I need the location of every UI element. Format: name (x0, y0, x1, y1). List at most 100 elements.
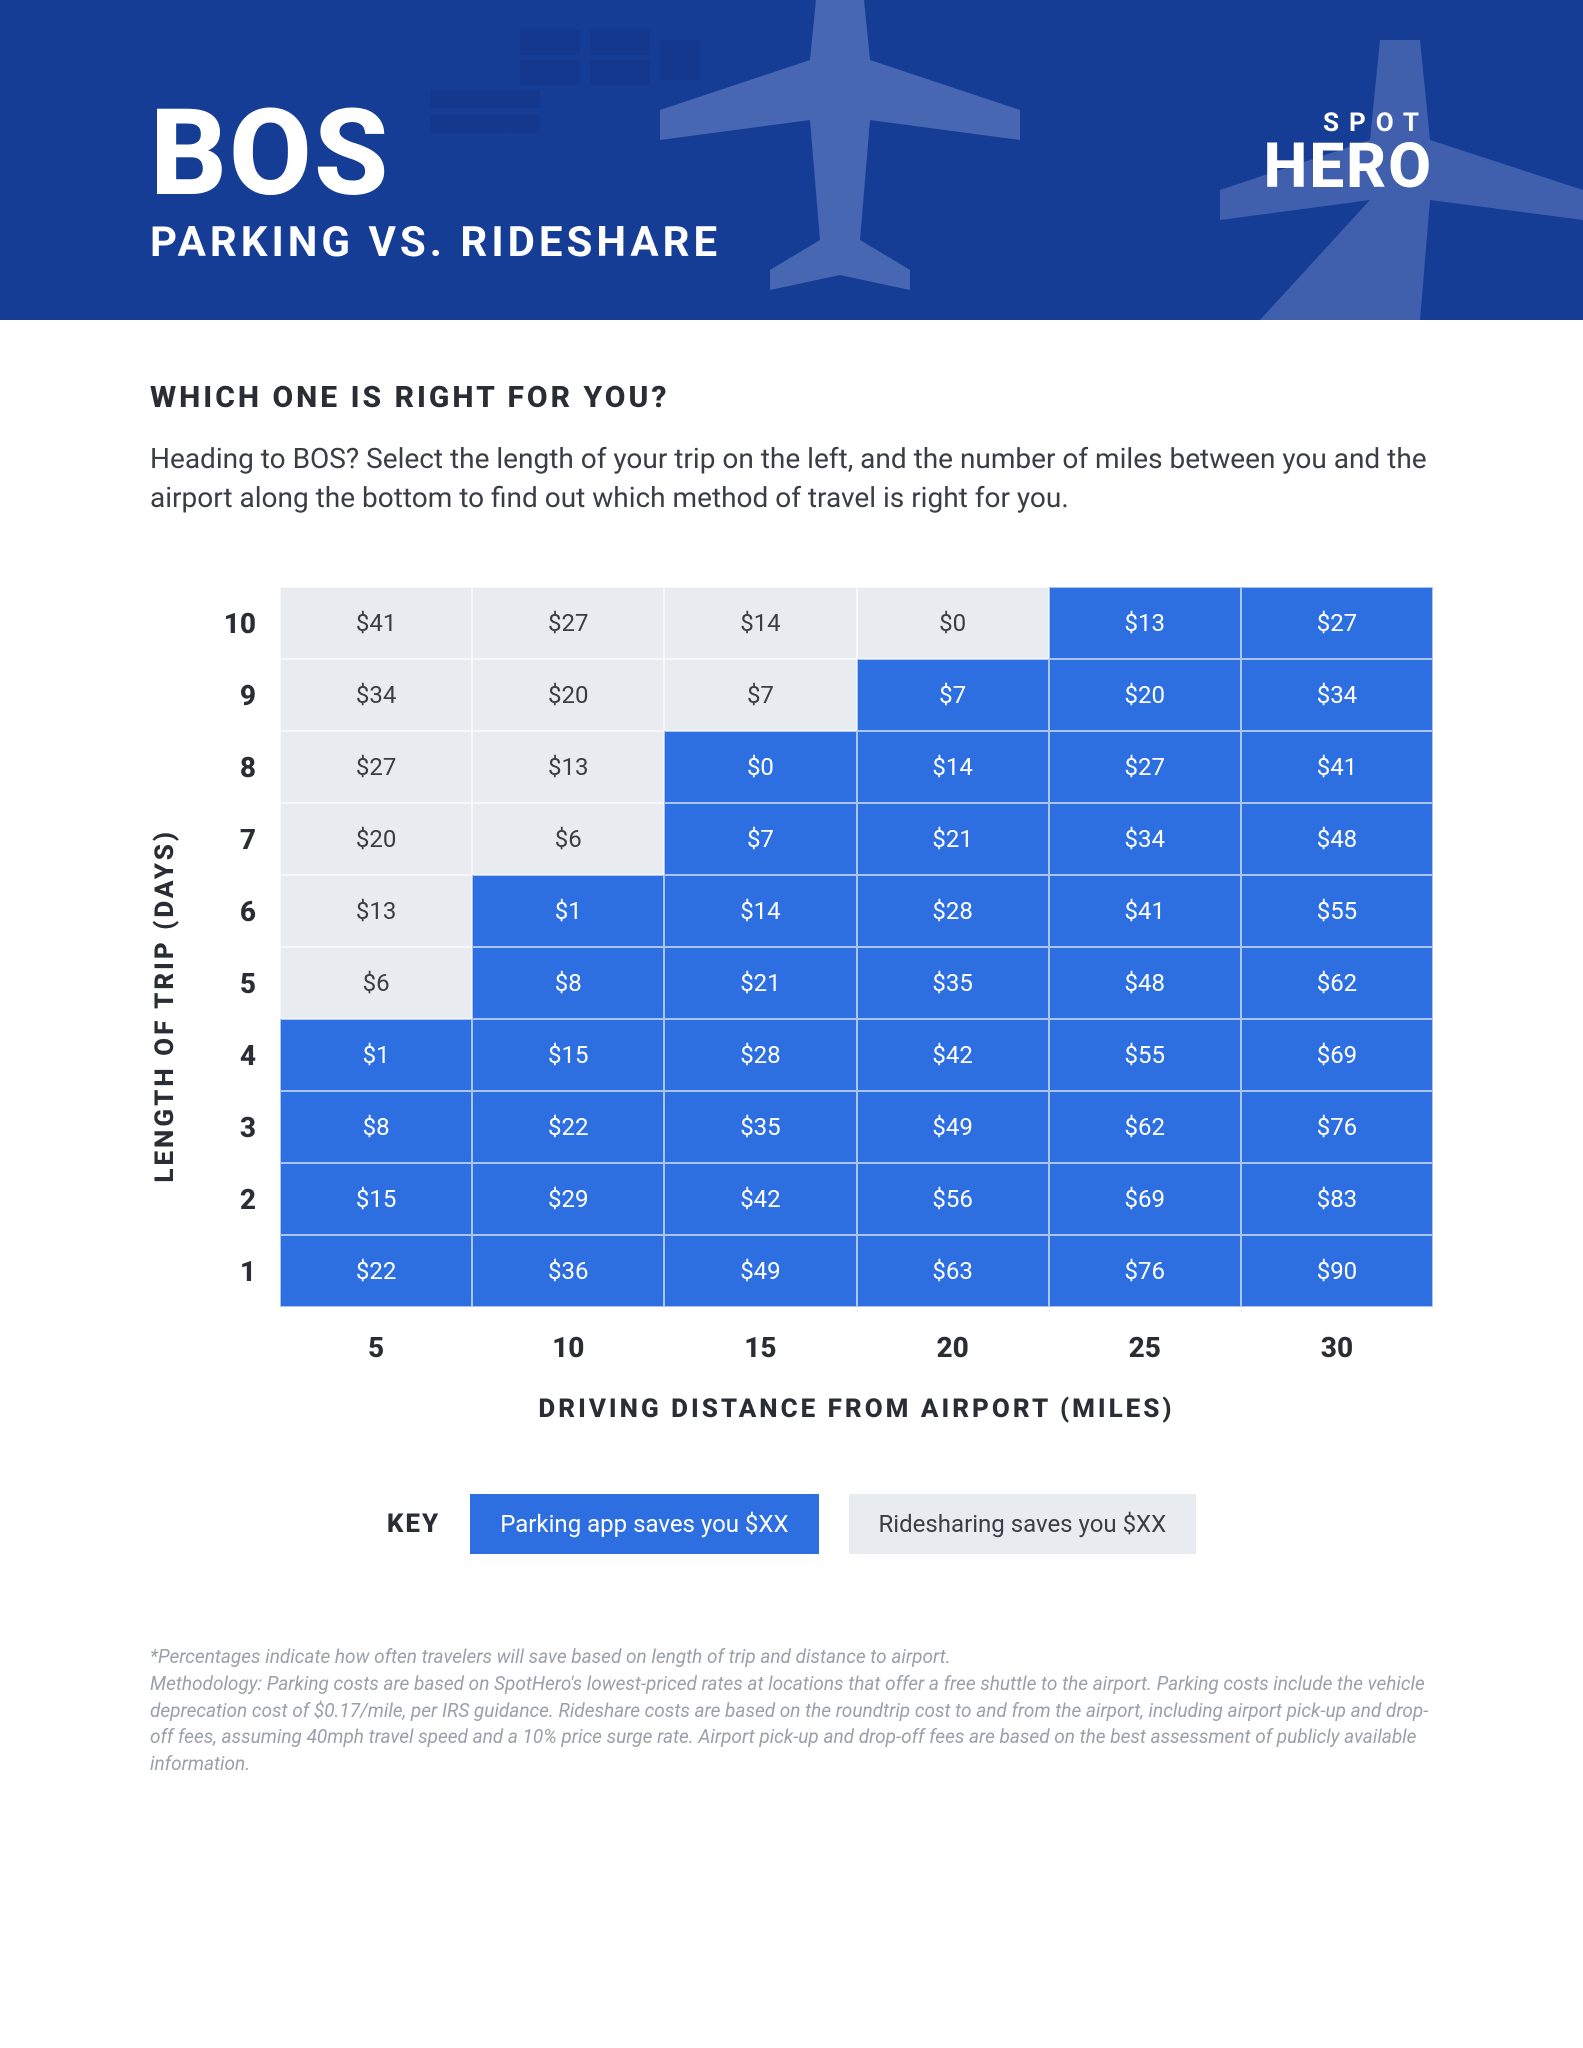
heatmap-cell: $49 (664, 1235, 856, 1307)
heatmap-cell: $42 (857, 1019, 1049, 1091)
heatmap-cell: $15 (472, 1019, 664, 1091)
heatmap-cell: $35 (664, 1091, 856, 1163)
heatmap-grid: 10$41$27$14$0$13$279$34$20$7$7$20$348$27… (200, 587, 1433, 1424)
heatmap-row: 9$34$20$7$7$20$34 (200, 659, 1433, 731)
heatmap-cell: $20 (472, 659, 664, 731)
hero-text-block: BOS PARKING VS. RIDESHARE (150, 100, 721, 267)
heatmap-cell: $63 (857, 1235, 1049, 1307)
heatmap-cell: $42 (664, 1163, 856, 1235)
heatmap-cell: $55 (1049, 1019, 1241, 1091)
y-tick-label: 1 (200, 1235, 280, 1307)
heatmap-row: 4$1$15$28$42$55$69 (200, 1019, 1433, 1091)
x-tick-label: 5 (280, 1331, 472, 1364)
heatmap-cell: $15 (280, 1163, 472, 1235)
heatmap-cell: $22 (280, 1235, 472, 1307)
x-tick-label: 20 (857, 1331, 1049, 1364)
footnote: *Percentages indicate how often traveler… (150, 1644, 1433, 1777)
x-tick-label: 10 (472, 1331, 664, 1364)
x-tick-label: 15 (664, 1331, 856, 1364)
heatmap-cell: $6 (472, 803, 664, 875)
heatmap-cell: $14 (664, 587, 856, 659)
y-tick-label: 2 (200, 1163, 280, 1235)
brand-logo: SPOT HERO (1264, 110, 1433, 198)
heatmap-cell: $69 (1241, 1019, 1433, 1091)
heatmap-row: 7$20$6$7$21$34$48 (200, 803, 1433, 875)
heatmap-row: 8$27$13$0$14$27$41 (200, 731, 1433, 803)
heatmap-cell: $14 (857, 731, 1049, 803)
heatmap-cell: $22 (472, 1091, 664, 1163)
heatmap-cell: $1 (280, 1019, 472, 1091)
section-title: WHICH ONE IS RIGHT FOR YOU? (150, 380, 1433, 415)
heatmap-cell: $69 (1049, 1163, 1241, 1235)
legend-label: KEY (387, 1509, 440, 1539)
heatmap-cell: $28 (857, 875, 1049, 947)
heatmap-cell: $41 (280, 587, 472, 659)
heatmap-cell: $48 (1241, 803, 1433, 875)
heatmap-cell: $83 (1241, 1163, 1433, 1235)
x-axis-label: DRIVING DISTANCE FROM AIRPORT (MILES) (280, 1394, 1433, 1424)
hero-banner: BOS PARKING VS. RIDESHARE SPOT HERO (0, 0, 1583, 320)
heatmap-cell: $27 (472, 587, 664, 659)
legend-rideshare: Ridesharing saves you $XX (849, 1494, 1197, 1554)
heatmap-cell: $36 (472, 1235, 664, 1307)
hero-title: BOS (150, 100, 721, 208)
heatmap-cell: $41 (1049, 875, 1241, 947)
heatmap-cell: $28 (664, 1019, 856, 1091)
heatmap-cell: $1 (472, 875, 664, 947)
heatmap-row: 2$15$29$42$56$69$83 (200, 1163, 1433, 1235)
heatmap-cell: $14 (664, 875, 856, 947)
heatmap-cell: $27 (280, 731, 472, 803)
x-tick-label: 30 (1241, 1331, 1433, 1364)
heatmap-cell: $0 (664, 731, 856, 803)
heatmap-cell: $56 (857, 1163, 1049, 1235)
heatmap-row: 5$6$8$21$35$48$62 (200, 947, 1433, 1019)
heatmap-cell: $34 (280, 659, 472, 731)
brand-bottom: HERO (1264, 136, 1433, 198)
y-tick-label: 10 (200, 587, 280, 659)
heatmap-cell: $62 (1241, 947, 1433, 1019)
heatmap-cell: $90 (1241, 1235, 1433, 1307)
heatmap-cell: $0 (857, 587, 1049, 659)
heatmap-cell: $48 (1049, 947, 1241, 1019)
heatmap-cell: $76 (1241, 1091, 1433, 1163)
heatmap-cell: $20 (280, 803, 472, 875)
heatmap-cell: $34 (1049, 803, 1241, 875)
heatmap-cell: $13 (1049, 587, 1241, 659)
y-tick-label: 6 (200, 875, 280, 947)
legend: KEY Parking app saves you $XX Ridesharin… (150, 1494, 1433, 1554)
heatmap-cell: $27 (1241, 587, 1433, 659)
heatmap-cell: $21 (664, 947, 856, 1019)
heatmap-cell: $20 (1049, 659, 1241, 731)
heatmap-row: 10$41$27$14$0$13$27 (200, 587, 1433, 659)
heatmap-cell: $41 (1241, 731, 1433, 803)
y-tick-label: 8 (200, 731, 280, 803)
heatmap-cell: $7 (664, 803, 856, 875)
heatmap-cell: $49 (857, 1091, 1049, 1163)
heatmap-cell: $8 (472, 947, 664, 1019)
heatmap-cell: $35 (857, 947, 1049, 1019)
x-tick-row: 51015202530 (200, 1331, 1433, 1364)
legend-parking: Parking app saves you $XX (470, 1494, 818, 1554)
intro-text: Heading to BOS? Select the length of you… (150, 439, 1433, 517)
y-tick-label: 3 (200, 1091, 280, 1163)
heatmap-cell: $29 (472, 1163, 664, 1235)
heatmap-row: 1$22$36$49$63$76$90 (200, 1235, 1433, 1307)
y-axis-label: LENGTH OF TRIP (DAYS) (150, 829, 180, 1183)
heatmap-cell: $8 (280, 1091, 472, 1163)
content-area: WHICH ONE IS RIGHT FOR YOU? Heading to B… (0, 320, 1583, 1857)
hero-subtitle: PARKING VS. RIDESHARE (150, 218, 721, 267)
heatmap-cell: $7 (664, 659, 856, 731)
heatmap-cell: $62 (1049, 1091, 1241, 1163)
y-tick-label: 5 (200, 947, 280, 1019)
heatmap-cell: $21 (857, 803, 1049, 875)
heatmap-cell: $6 (280, 947, 472, 1019)
y-tick-label: 4 (200, 1019, 280, 1091)
heatmap-row: 3$8$22$35$49$62$76 (200, 1091, 1433, 1163)
heatmap-cell: $34 (1241, 659, 1433, 731)
heatmap-cell: $27 (1049, 731, 1241, 803)
heatmap-cell: $55 (1241, 875, 1433, 947)
x-tick-label: 25 (1049, 1331, 1241, 1364)
heatmap-row: 6$13$1$14$28$41$55 (200, 875, 1433, 947)
heatmap-cell: $76 (1049, 1235, 1241, 1307)
heatmap-cell: $13 (280, 875, 472, 947)
